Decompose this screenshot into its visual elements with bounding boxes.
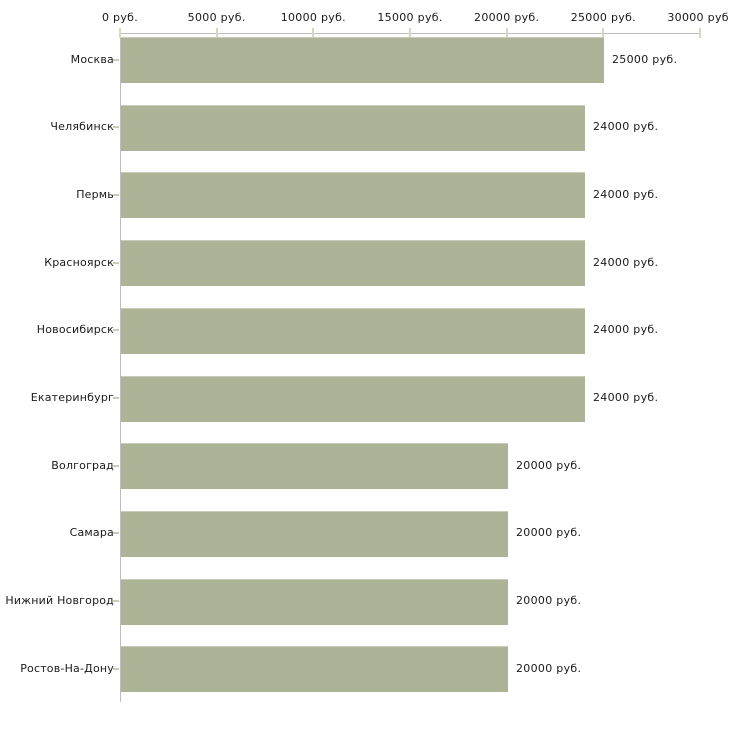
category-label: Екатеринбург bbox=[30, 391, 114, 404]
value-label: 24000 руб. bbox=[593, 120, 659, 133]
x-axis-tick-mark bbox=[602, 28, 605, 38]
x-axis-tick-mark bbox=[505, 28, 508, 38]
x-axis-tick-label: 15000 руб. bbox=[377, 11, 443, 24]
y-axis-tick-mark bbox=[113, 600, 119, 602]
y-axis-tick-mark bbox=[113, 194, 119, 196]
category-label: Ростов-На-Дону bbox=[20, 662, 114, 675]
x-axis-tick-label: 20000 руб. bbox=[474, 11, 540, 24]
value-label: 20000 руб. bbox=[516, 459, 582, 472]
x-axis-tick-mark bbox=[312, 28, 315, 38]
x-axis-tick-label: 30000 руб. bbox=[667, 11, 730, 24]
bar bbox=[121, 579, 508, 625]
value-label: 20000 руб. bbox=[516, 526, 582, 539]
x-axis-tick-mark bbox=[409, 28, 411, 38]
category-label: Пермь bbox=[76, 188, 114, 201]
value-label: 20000 руб. bbox=[516, 662, 582, 675]
y-axis-tick-mark bbox=[113, 397, 119, 399]
category-label: Новосибирск bbox=[36, 323, 114, 336]
bar bbox=[121, 172, 585, 218]
value-label: 24000 руб. bbox=[593, 323, 659, 336]
category-label: Самара bbox=[69, 526, 114, 539]
bar bbox=[121, 308, 585, 354]
y-axis-tick-mark bbox=[113, 329, 119, 331]
category-label: Челябинск bbox=[50, 120, 114, 133]
category-label: Москва bbox=[70, 53, 114, 66]
category-label: Волгоград bbox=[51, 459, 114, 472]
y-axis-line bbox=[120, 33, 121, 702]
y-axis-tick-mark bbox=[113, 668, 119, 670]
x-axis-tick-mark bbox=[215, 28, 218, 38]
bar bbox=[121, 646, 508, 692]
x-axis-tick-label: 10000 руб. bbox=[280, 11, 346, 24]
x-axis-tick-label: 5000 руб. bbox=[187, 11, 246, 24]
category-label: Нижний Новгород bbox=[5, 594, 114, 607]
category-label: Красноярск bbox=[44, 256, 114, 269]
bar bbox=[121, 37, 604, 83]
value-label: 24000 руб. bbox=[593, 256, 659, 269]
bar bbox=[121, 105, 585, 151]
y-axis-tick-mark bbox=[113, 59, 119, 61]
bar bbox=[121, 376, 585, 422]
y-axis-tick-mark bbox=[113, 262, 119, 264]
x-axis-tick-label: 0 руб. bbox=[101, 11, 139, 24]
bar bbox=[121, 511, 508, 557]
value-label: 24000 руб. bbox=[593, 188, 659, 201]
bar bbox=[121, 240, 585, 286]
y-axis-tick-mark bbox=[113, 465, 119, 467]
value-label: 25000 руб. bbox=[612, 53, 678, 66]
value-label: 20000 руб. bbox=[516, 594, 582, 607]
x-axis-tick-mark bbox=[699, 28, 701, 38]
y-axis-tick-mark bbox=[113, 532, 119, 534]
x-axis-tick-mark bbox=[119, 28, 121, 38]
bar bbox=[121, 443, 508, 489]
x-axis-tick-label: 25000 руб. bbox=[570, 11, 636, 24]
y-axis-tick-mark bbox=[113, 126, 119, 128]
value-label: 24000 руб. bbox=[593, 391, 659, 404]
